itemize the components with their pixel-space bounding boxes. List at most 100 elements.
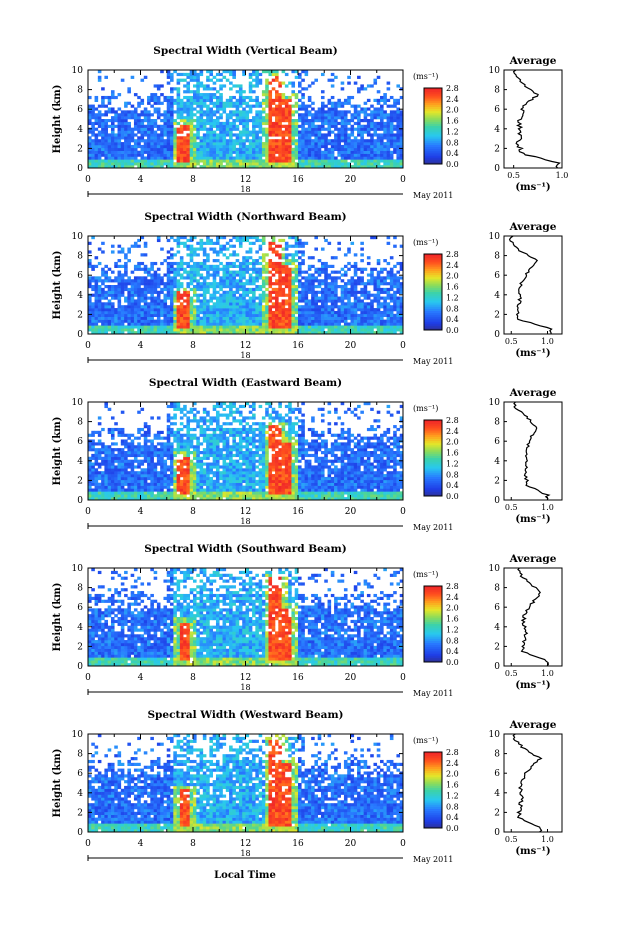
heatmap-cell	[110, 462, 115, 466]
heatmap-cell	[199, 93, 204, 97]
heatmap-cell	[127, 276, 131, 280]
heatmap-cell	[396, 313, 401, 317]
heatmap-cell	[261, 159, 266, 163]
heatmap-cell	[334, 116, 338, 120]
heatmap-cell	[222, 150, 227, 154]
heatmap-cell	[199, 302, 204, 306]
heatmap-cell	[91, 471, 95, 475]
heatmap-cell	[91, 313, 95, 317]
heatmap-cell	[281, 139, 286, 143]
heatmap-cell	[383, 267, 387, 271]
heatmap-cell	[324, 287, 328, 292]
heatmap-cell	[137, 296, 141, 300]
y-tick-label: 0	[77, 164, 83, 174]
heatmap-cell	[232, 133, 236, 137]
heatmap-cell	[209, 107, 213, 111]
heatmap-cell	[153, 308, 158, 312]
heatmap-cell	[278, 293, 282, 297]
heatmap-cell	[110, 491, 115, 495]
heatmap-cell	[281, 133, 286, 137]
heatmap-cell	[370, 156, 374, 160]
heatmap-cell	[294, 319, 299, 323]
heatmap-cell	[88, 144, 92, 149]
heatmap-cell	[248, 87, 253, 91]
heatmap-cell	[261, 165, 266, 169]
heatmap-cell	[232, 261, 236, 266]
heatmap-cell	[179, 293, 184, 297]
heatmap-cell	[248, 250, 253, 254]
heatmap-cell	[166, 153, 171, 157]
heatmap-cell	[88, 316, 92, 320]
heatmap-cell	[222, 328, 227, 332]
heatmap-cell	[324, 325, 328, 329]
heatmap-cell	[133, 299, 138, 303]
heatmap-cell	[225, 133, 230, 137]
colorbar-unit: (ms⁻¹)	[413, 72, 438, 81]
heatmap-cell	[294, 95, 299, 100]
heatmap-cell	[120, 410, 125, 414]
heatmap-cell	[127, 153, 131, 157]
heatmap-cell	[327, 328, 332, 332]
heatmap-cell	[245, 119, 250, 123]
heatmap-cell	[353, 156, 358, 160]
heatmap-cell	[215, 121, 220, 126]
heatmap-cell	[298, 144, 302, 149]
heatmap-cell	[206, 282, 210, 286]
heatmap-cell	[199, 316, 204, 320]
heatmap-cell	[275, 319, 279, 323]
heatmap-cell	[307, 127, 312, 131]
heatmap-cell	[386, 130, 391, 134]
heatmap-cell	[170, 293, 174, 297]
panel-title: Spectral Width (Vertical Beam)	[153, 45, 337, 57]
heatmap-cell	[196, 305, 200, 309]
heatmap-cell	[222, 133, 227, 137]
heatmap-cell	[206, 159, 210, 163]
heatmap-cell	[156, 313, 161, 317]
heatmap-cell	[291, 153, 296, 157]
heatmap-cell	[337, 113, 341, 117]
heatmap-cell	[186, 107, 191, 111]
heatmap-cell	[147, 328, 151, 332]
heatmap-cell	[153, 287, 158, 292]
heatmap-cell	[107, 136, 112, 140]
heatmap-cell	[373, 279, 378, 283]
heatmap-cell	[327, 110, 332, 114]
heatmap-cell	[317, 316, 322, 320]
heatmap-cell	[176, 116, 181, 120]
heatmap-cell	[140, 296, 145, 300]
heatmap-cell	[110, 142, 115, 146]
heatmap-cell	[291, 93, 296, 97]
heatmap-cell	[186, 81, 191, 85]
heatmap-cell	[252, 328, 256, 332]
heatmap-cell	[170, 253, 174, 257]
heatmap-cell	[235, 328, 240, 332]
heatmap-cell	[242, 308, 246, 312]
heatmap-cell	[330, 310, 335, 315]
heatmap-cell	[360, 150, 364, 154]
heatmap-cell	[370, 313, 374, 317]
heatmap-cell	[127, 465, 131, 469]
colorbar-step	[424, 292, 442, 295]
heatmap-cell	[268, 101, 273, 105]
heatmap-cell	[225, 276, 230, 280]
y-tick-label: 4	[77, 125, 83, 135]
heatmap-cell	[258, 136, 263, 140]
heatmap-cell	[275, 144, 279, 149]
heatmap-cell	[101, 442, 105, 446]
heatmap-cell	[304, 325, 309, 329]
heatmap-cell	[248, 290, 253, 294]
heatmap-cell	[327, 282, 332, 286]
heatmap-cell	[97, 448, 102, 452]
y-tick-label: 2	[77, 310, 83, 320]
heatmap-cell	[160, 139, 164, 143]
heatmap-cell	[294, 156, 299, 160]
heatmap-cell	[317, 144, 322, 149]
heatmap-cell	[124, 127, 128, 131]
heatmap-cell	[291, 293, 296, 297]
heatmap-cell	[258, 325, 263, 329]
heatmap-cell	[366, 165, 371, 169]
heatmap-cell	[288, 139, 292, 143]
heatmap-cell	[153, 144, 158, 149]
x-tick-label: 16	[292, 175, 304, 185]
heatmap-cell	[183, 150, 187, 154]
